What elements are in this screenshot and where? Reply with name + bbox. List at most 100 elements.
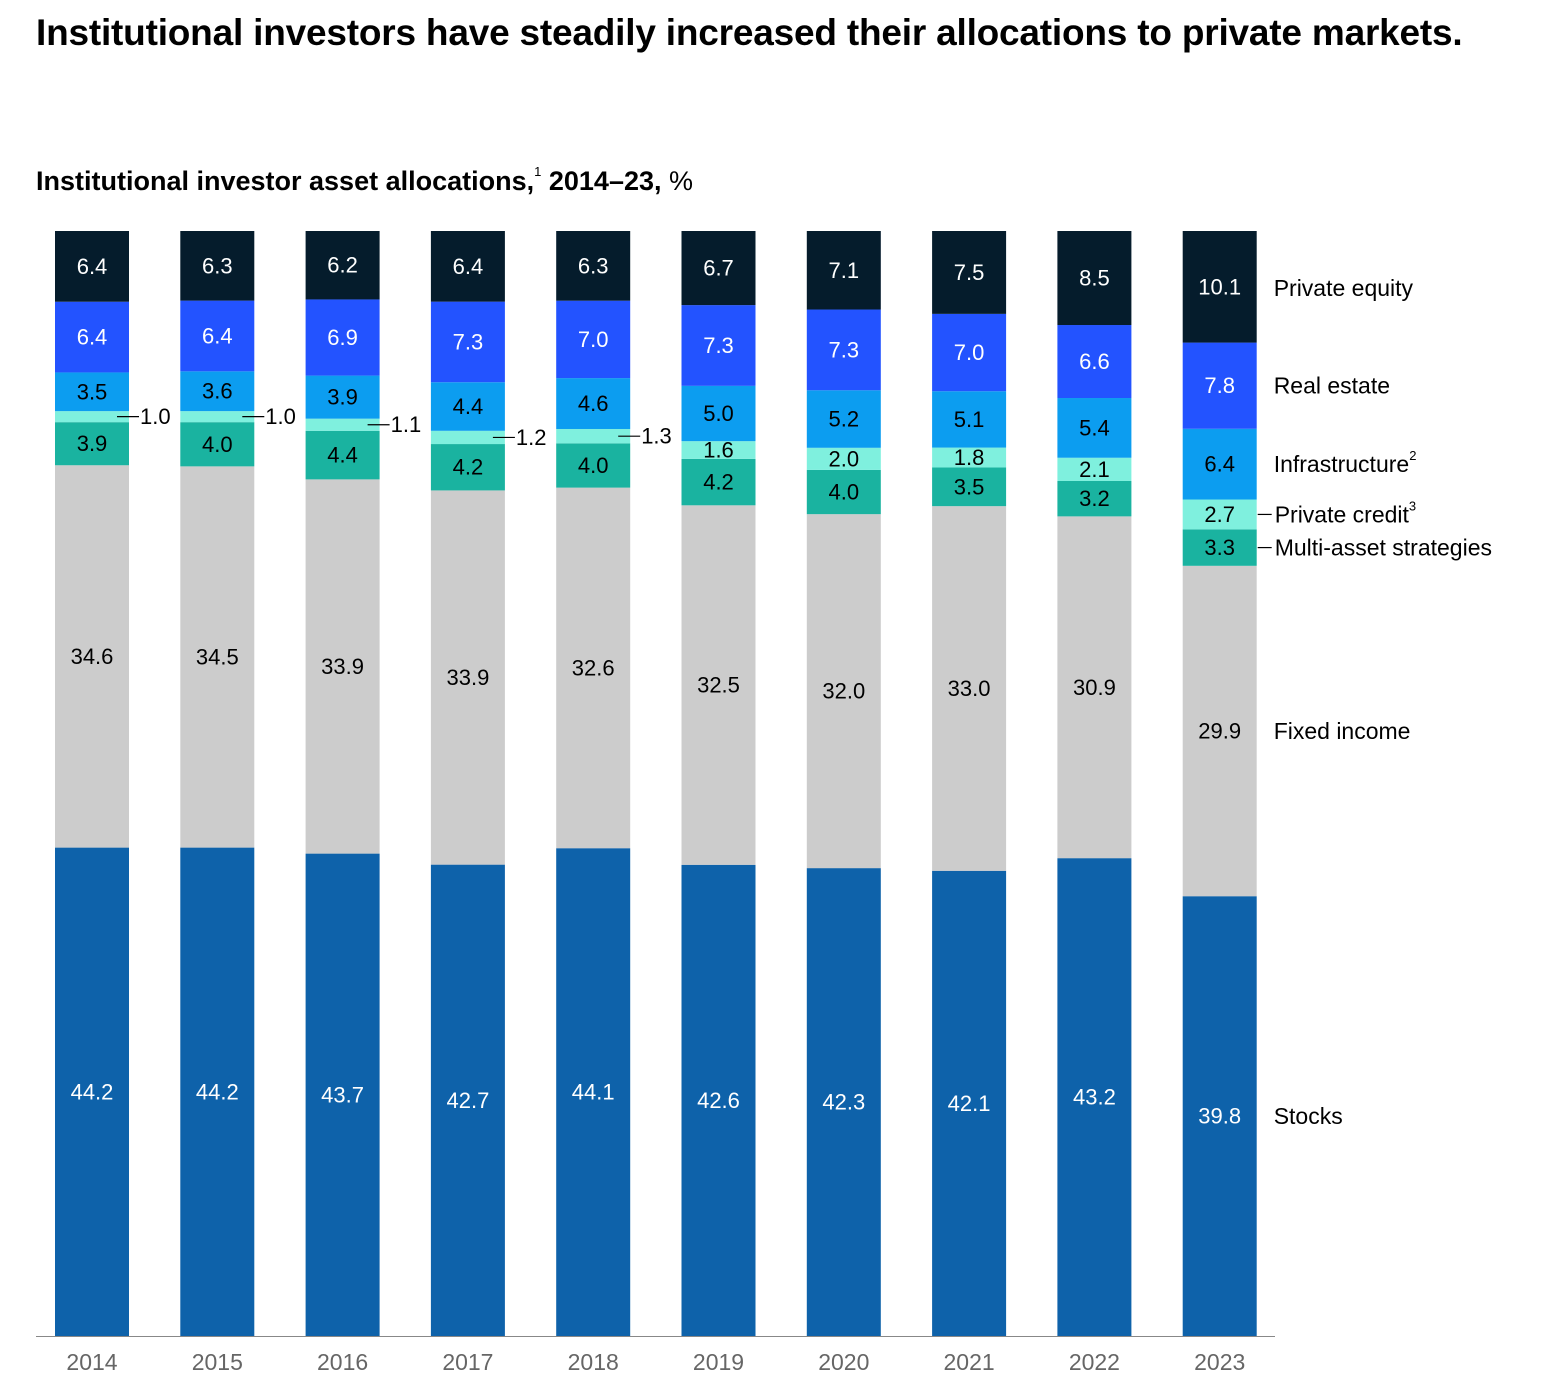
bar-segment-stocks-2014 (55, 847, 129, 1336)
data-label-real-estate-2016: 6.9 (327, 325, 358, 350)
bar-segment-fixed-income-2020 (806, 514, 881, 869)
subtitle-footnote: 1 (534, 164, 542, 179)
bar-segment-private-credit-2014 (55, 411, 129, 423)
bar-segment-stocks-2018 (556, 848, 631, 1336)
data-label-fixed-income-2017: 33.9 (446, 665, 489, 690)
bar-segment-real-estate-2016 (305, 299, 380, 376)
data-label-multi-asset-strategies-2021: 3.5 (954, 474, 985, 499)
data-label-private-equity-2014: 6.4 (77, 254, 108, 279)
data-label-stocks-2022: 43.2 (1073, 1085, 1116, 1110)
bar-segment-fixed-income-2019 (681, 505, 756, 865)
data-label-private-equity-2017: 6.4 (453, 254, 484, 279)
data-label-multi-asset-strategies-2020: 4.0 (829, 480, 860, 505)
bar-segment-real-estate-2020 (806, 309, 881, 391)
data-label-stocks-2014: 44.2 (71, 1079, 114, 1104)
bar-segment-fixed-income-2014 (55, 465, 129, 848)
data-label-private-equity-2021: 7.5 (954, 260, 985, 285)
data-label-infrastructure-2017: 4.4 (453, 394, 484, 419)
bar-segment-private-credit-2016 (305, 418, 380, 431)
bar-segment-infrastructure-2022 (1057, 398, 1132, 458)
bar-segment-multi-asset-strategies-2023 (1182, 529, 1257, 566)
data-label-stocks-2020: 42.3 (822, 1090, 865, 1115)
data-label-fixed-income-2015: 34.5 (196, 644, 239, 669)
data-label-private-credit-2016: 1.1 (391, 412, 422, 437)
x-tick-label-2014: 2014 (66, 1349, 117, 1375)
bar-segment-private-equity-2021 (932, 231, 1007, 314)
data-label-infrastructure-2021: 5.1 (954, 407, 985, 432)
data-label-multi-asset-strategies-2015: 4.0 (202, 432, 233, 457)
data-label-infrastructure-2018: 4.6 (578, 391, 609, 416)
chart-subtitle: Institutional investor asset allocations… (36, 154, 693, 199)
bar-segment-real-estate-2015 (180, 300, 255, 372)
subtitle-main: Institutional investor asset allocations… (36, 166, 535, 196)
data-label-private-credit-2020: 2.0 (829, 446, 860, 471)
data-label-multi-asset-strategies-2023: 3.3 (1204, 535, 1235, 560)
data-label-infrastructure-2015: 3.6 (202, 379, 233, 404)
bar-segment-private-equity-2016 (305, 231, 380, 300)
legend-label-private-credit: Private credit3 (1275, 498, 1416, 528)
data-label-private-credit-2018: 1.3 (641, 424, 672, 449)
data-label-stocks-2019: 42.6 (697, 1088, 740, 1113)
data-label-real-estate-2019: 7.3 (703, 333, 734, 358)
bar-segment-infrastructure-2019 (681, 385, 756, 442)
bar-segment-private-credit-2020 (806, 447, 881, 470)
data-label-real-estate-2018: 7.0 (578, 327, 609, 352)
bar-segment-fixed-income-2023 (1182, 565, 1257, 897)
legend-label-fixed-income: Fixed income (1274, 718, 1411, 744)
data-label-multi-asset-strategies-2019: 4.2 (703, 470, 734, 495)
bar-segment-real-estate-2017 (430, 301, 505, 383)
bar-segment-private-credit-2019 (681, 441, 756, 459)
bar-segment-private-credit-2018 (556, 428, 631, 444)
bar-segment-stocks-2016 (305, 853, 380, 1336)
data-label-multi-asset-strategies-2014: 3.9 (77, 431, 108, 456)
data-label-multi-asset-strategies-2017: 4.2 (453, 455, 484, 480)
bar-segment-fixed-income-2015 (180, 466, 255, 848)
data-label-infrastructure-2023: 6.4 (1204, 452, 1235, 477)
bar-segment-private-equity-2018 (556, 231, 631, 301)
data-label-fixed-income-2020: 32.0 (822, 679, 865, 704)
data-label-infrastructure-2014: 3.5 (77, 379, 108, 404)
data-label-private-equity-2019: 6.7 (703, 256, 734, 281)
data-label-stocks-2018: 44.1 (572, 1080, 615, 1105)
data-label-real-estate-2014: 6.4 (77, 325, 108, 350)
bar-segment-fixed-income-2017 (430, 490, 505, 865)
data-label-fixed-income-2016: 33.9 (321, 654, 364, 679)
bar-segment-private-credit-2022 (1057, 457, 1132, 481)
bar-segment-private-equity-2019 (681, 231, 756, 306)
chart-title: Institutional investors have steadily in… (36, 12, 1463, 53)
bar-segment-private-credit-2021 (932, 447, 1007, 468)
bar-segment-private-equity-2023 (1182, 231, 1257, 343)
bar-segment-multi-asset-strategies-2014 (55, 422, 129, 466)
bar-segment-multi-asset-strategies-2018 (556, 443, 631, 488)
data-label-real-estate-2020: 7.3 (829, 337, 860, 362)
data-label-real-estate-2022: 6.6 (1079, 349, 1110, 374)
data-label-fixed-income-2023: 29.9 (1198, 719, 1241, 744)
data-label-private-credit-2021: 1.8 (954, 445, 985, 470)
legend-label-multi-asset-strategies: Multi-asset strategies (1275, 535, 1492, 561)
bar-segment-stocks-2022 (1057, 858, 1132, 1336)
bar-segment-stocks-2015 (180, 847, 255, 1336)
bar-segment-infrastructure-2023 (1182, 428, 1257, 500)
x-tick-label-2023: 2023 (1194, 1349, 1245, 1375)
data-label-private-credit-2014: 1.0 (140, 404, 171, 429)
data-label-private-equity-2018: 6.3 (578, 253, 609, 278)
bar-segment-stocks-2020 (806, 868, 881, 1336)
x-tick-label-2018: 2018 (568, 1349, 619, 1375)
bar-segment-private-equity-2020 (806, 231, 881, 310)
data-label-fixed-income-2019: 32.5 (697, 673, 740, 698)
bar-segment-multi-asset-strategies-2022 (1057, 480, 1132, 517)
bar-segment-multi-asset-strategies-2015 (180, 422, 255, 467)
bar-segment-stocks-2019 (681, 864, 756, 1336)
data-label-private-credit-2015: 1.0 (265, 404, 296, 429)
bar-segment-real-estate-2022 (1057, 325, 1132, 399)
bar-segment-infrastructure-2020 (806, 390, 881, 448)
bar-segment-stocks-2023 (1182, 896, 1257, 1336)
data-label-real-estate-2023: 7.8 (1204, 373, 1235, 398)
bar-segment-infrastructure-2015 (180, 371, 255, 412)
data-label-infrastructure-2019: 5.0 (703, 401, 734, 426)
data-label-private-credit-2017: 1.2 (516, 425, 547, 450)
data-label-private-credit-2023: 2.7 (1204, 502, 1235, 527)
legend-footnote-infrastructure: 2 (1409, 448, 1416, 463)
data-label-real-estate-2015: 6.4 (202, 323, 233, 348)
subtitle-years: 2014–23, (548, 166, 662, 196)
